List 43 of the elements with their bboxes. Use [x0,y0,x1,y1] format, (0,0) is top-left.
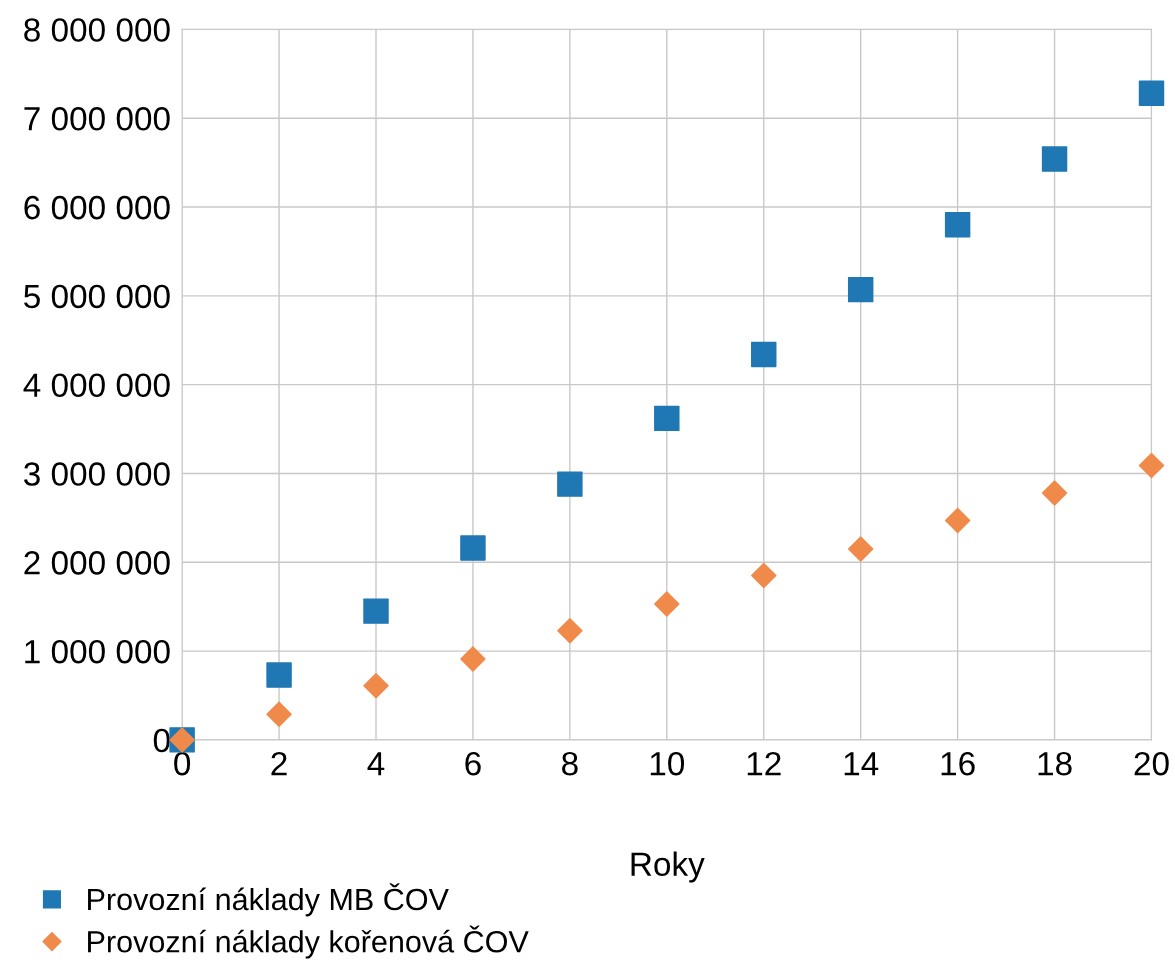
point [1041,480,1068,506]
x-axis-title: Roky [631,851,705,883]
x-tick-label: 0 [174,751,191,776]
point [847,276,874,303]
point [1138,80,1165,107]
point [944,507,971,534]
point [1138,452,1165,479]
x-tick-label: 12 [747,751,781,776]
y-tick-label: 7 000 000 [24,107,170,131]
x-tick-label: 4 [367,752,385,776]
y-tick-label: 5 000 000 [24,284,170,309]
point [557,471,583,497]
x-tick-label: 20 [1134,751,1169,776]
point [654,405,680,432]
point [363,598,389,624]
point [944,212,971,238]
x-tick-label: 14 [844,752,879,776]
point [460,646,486,672]
x-tick-label: 16 [941,751,975,776]
x-tick-label: 10 [650,751,685,776]
x-tick-label: 8 [562,751,578,776]
legend-label: Provozní náklady MB ČOV [88,883,449,917]
y-tick-label: 0 [153,728,170,753]
y-tick-label: 1 000 000 [25,639,170,664]
x-tick-label: 2 [271,751,287,776]
y-tick-label: 4 000 000 [23,373,170,398]
point [266,662,292,688]
x-tick-label: 18 [1038,751,1072,776]
y-tick-label: 6 000 000 [24,195,170,220]
point [460,535,486,561]
y-tick-label: 3 000 000 [24,462,170,486]
point [751,562,777,589]
point [847,536,874,562]
y-tick-label: 2 000 000 [24,551,170,575]
legend-label: Provozní náklady kořenová ČOV [88,925,529,959]
x-tick-label: 6 [465,751,481,776]
point [654,591,680,617]
y-tick-label: 8 000 000 [24,18,170,42]
point [363,673,389,699]
point [266,701,292,727]
point [751,341,777,368]
point [1041,146,1068,172]
point [557,617,583,644]
